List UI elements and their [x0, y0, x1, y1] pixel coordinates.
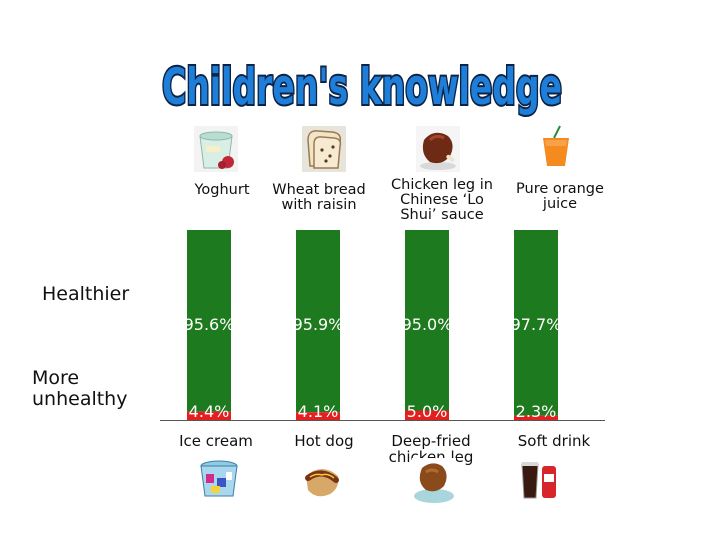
unhealthy-value-label: 4.1%: [298, 402, 339, 421]
healthier-bar: [514, 230, 558, 416]
fried-chicken-icon: [412, 458, 456, 504]
chicken-leg-icon: [416, 126, 460, 172]
unhealthy-bar: [296, 412, 340, 420]
unhealthy-item-label: Deep-fried chicken leg: [388, 432, 474, 466]
unhealthy-item-label: Soft drink: [517, 432, 591, 450]
unhealthy-value-label: 2.3%: [516, 402, 557, 421]
healthy-item-label: Yoghurt: [194, 182, 250, 198]
chart-title: Children's knowledge: [162, 58, 562, 116]
soft-drink-icon: [518, 456, 562, 502]
healthier-bar: [296, 230, 340, 413]
healthier-label: Healthier: [42, 283, 130, 305]
chart-title-graphic: Children's knowledge: [160, 56, 564, 118]
healthier-value-label: 97.7%: [511, 315, 562, 334]
healthier-value-label: 95.0%: [402, 315, 453, 334]
healthier-value-label: 95.6%: [184, 315, 235, 334]
yoghurt-icon: [194, 126, 238, 172]
healthy-item-label: Pure orange juice: [516, 181, 604, 212]
unhealthy-bar: [187, 411, 231, 420]
unhealthy-bar: [405, 410, 449, 420]
unhealthy-item-label: Hot dog: [294, 432, 354, 450]
unhealthy-bar: [514, 415, 558, 420]
ice-cream-icon: [197, 456, 241, 502]
healthier-bar: [405, 230, 449, 411]
healthy-item-label: Wheat bread with raisin: [272, 182, 366, 213]
healthier-value-label: 95.9%: [293, 315, 344, 334]
more-unhealthy-label: More unhealthy: [32, 367, 128, 410]
wheat-bread-icon: [302, 126, 346, 172]
hot-dog-icon: [300, 458, 344, 504]
unhealthy-value-label: 4.4%: [189, 402, 230, 421]
healthy-item-label: Chicken leg in Chinese ‘Lo Shui’ sauce: [391, 177, 493, 223]
unhealthy-value-label: 5.0%: [407, 402, 448, 421]
unhealthy-item-label: Ice cream: [179, 432, 253, 450]
orange-juice-icon: [534, 124, 578, 170]
healthier-bar: [187, 230, 231, 412]
